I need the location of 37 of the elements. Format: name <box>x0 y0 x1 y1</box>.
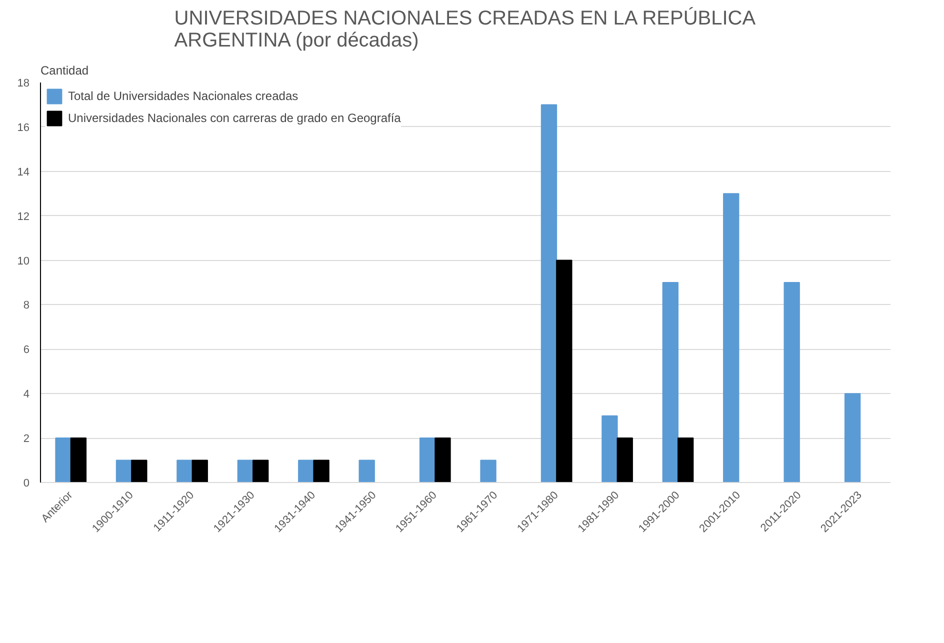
bar <box>313 460 330 482</box>
bar <box>556 260 572 482</box>
bar <box>116 460 132 482</box>
bar <box>540 104 558 482</box>
bar <box>616 438 633 482</box>
y-tick-label: 14 <box>17 166 30 178</box>
bar <box>480 460 496 482</box>
y-tick-label: 0 <box>23 478 30 490</box>
bar <box>70 438 87 482</box>
bar <box>176 460 193 482</box>
chart-title: UNIVERSIDADES NACIONALES CREADAS EN LA REPÚBLICA ARGENTINA (por décadas) <box>174 6 756 52</box>
y-tick-label: 10 <box>17 255 30 268</box>
bar <box>252 460 269 482</box>
bar <box>662 282 678 482</box>
y-tick-label: 16 <box>17 122 30 134</box>
bar <box>434 438 451 482</box>
bar <box>358 460 375 482</box>
bar <box>419 438 436 482</box>
bar <box>723 193 740 482</box>
bar <box>55 438 72 482</box>
y-tick-label: 18 <box>17 78 30 90</box>
bar <box>602 415 618 482</box>
y-tick-label: 8 <box>23 300 30 312</box>
y-tick-label: 2 <box>23 433 30 446</box>
bar <box>784 282 800 482</box>
bar <box>844 393 861 482</box>
legend-label: Universidades Nacionales con carreras de grado en Geografía <box>68 111 401 125</box>
y-tick-label: 12 <box>17 210 30 223</box>
bar <box>192 460 208 482</box>
legend-label: Total de Universidades Nacionales creadas <box>68 89 298 103</box>
bar <box>237 460 254 482</box>
bar <box>678 438 694 482</box>
bar <box>131 460 148 482</box>
bar <box>298 460 314 482</box>
y-tick-label: 4 <box>23 388 30 401</box>
y-tick-label: 6 <box>23 344 30 356</box>
y-axis-title: Cantidad <box>40 64 89 78</box>
